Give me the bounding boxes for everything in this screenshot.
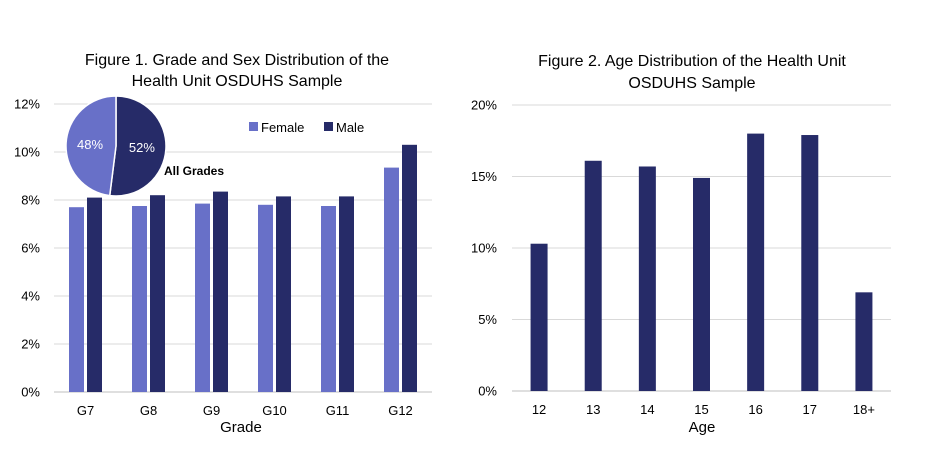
bar-age-13: [584, 160, 602, 391]
bar-female-g12: [384, 167, 399, 392]
y-tick-label: 12%: [14, 97, 40, 112]
x-axis-title: Age: [689, 419, 716, 436]
y-tick-label: 10%: [14, 145, 40, 160]
pie-label-male: 52%: [129, 140, 155, 155]
bar-male-g11: [339, 196, 354, 392]
bar-male-g8: [150, 195, 165, 392]
y-tick-label: 0%: [21, 385, 40, 400]
y-tick-label: 5%: [478, 312, 497, 327]
chart-title-line: OSDUHS Sample: [628, 75, 755, 92]
bar-age-16: [747, 133, 765, 391]
y-tick-label: 0%: [478, 384, 497, 399]
bar-age-12: [530, 243, 548, 391]
bar-male-g9: [213, 191, 228, 392]
bar-male-g10: [276, 196, 291, 392]
x-tick-label: 12: [532, 402, 546, 417]
y-tick-label: 20%: [471, 98, 497, 113]
x-tick-label: G10: [262, 403, 287, 418]
bar-female-g8: [132, 206, 147, 392]
y-tick-label: 8%: [21, 193, 40, 208]
pie-slice-male: [108, 95, 167, 197]
legend-swatch-male: [324, 122, 333, 131]
y-tick-label: 4%: [21, 289, 40, 304]
bar-female-g11: [321, 206, 336, 392]
chart-title-line: Figure 2. Age Distribution of the Health…: [538, 53, 846, 70]
x-tick-label: 15: [694, 402, 708, 417]
x-tick-label: 16: [748, 402, 762, 417]
chart-title-line: Figure 1. Grade and Sex Distribution of …: [85, 52, 389, 69]
y-tick-label: 10%: [471, 241, 497, 256]
pie-inset-label: All Grades: [164, 164, 224, 178]
legend-swatch-female: [249, 122, 258, 131]
bar-age-14: [638, 166, 656, 391]
bar-female-g7: [69, 207, 84, 392]
bar-male-g7: [87, 197, 102, 392]
chart-title-line: Health Unit OSDUHS Sample: [132, 73, 343, 90]
x-tick-label: G8: [140, 403, 157, 418]
pie-slice-female: [65, 95, 117, 197]
x-tick-label: 14: [640, 402, 654, 417]
age-chart-svg: Figure 2. Age Distribution of the Health…: [471, 53, 891, 436]
y-tick-label: 6%: [21, 241, 40, 256]
y-tick-label: 2%: [21, 337, 40, 352]
legend-label-male: Male: [336, 120, 364, 135]
bar-age-17: [801, 135, 819, 391]
bar-female-g9: [195, 203, 210, 392]
y-tick-label: 15%: [471, 169, 497, 184]
bar-female-g10: [258, 204, 273, 392]
pie-label-female: 48%: [77, 137, 103, 152]
bar-male-g12: [402, 144, 417, 392]
x-tick-label: G11: [326, 403, 350, 418]
grade-sex-chart: Figure 1. Grade and Sex Distribution of …: [14, 52, 432, 436]
age-chart: Figure 2. Age Distribution of the Health…: [463, 0, 926, 456]
x-tick-label: 13: [586, 402, 600, 417]
grade-sex-chart-svg: Figure 1. Grade and Sex Distribution of …: [14, 52, 432, 436]
legend-label-female: Female: [261, 120, 304, 135]
x-tick-label: 18+: [853, 402, 875, 417]
x-axis-title: Grade: [220, 419, 262, 436]
x-tick-label: 17: [803, 402, 817, 417]
x-tick-label: G7: [77, 403, 94, 418]
x-tick-label: G9: [203, 403, 220, 418]
bar-age-15: [693, 177, 710, 391]
x-tick-label: G12: [388, 403, 413, 418]
bar-age-18plus: [855, 292, 873, 391]
